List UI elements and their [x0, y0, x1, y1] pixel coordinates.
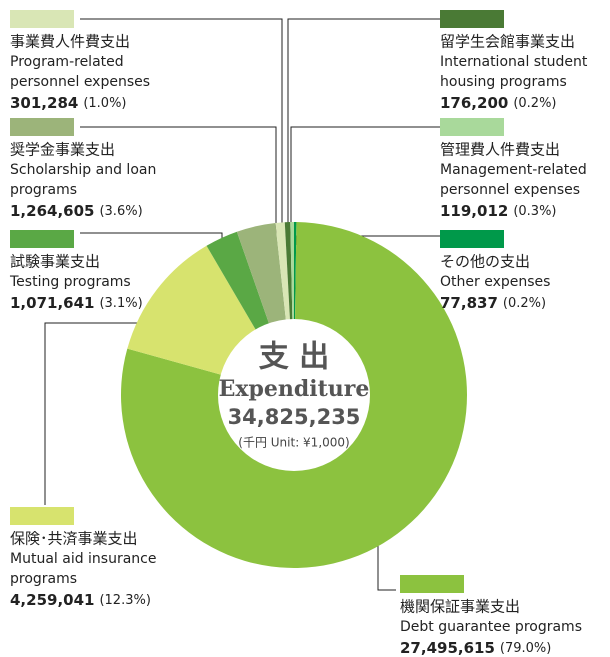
- leader-line: [290, 126, 440, 230]
- center-title-ja: 支 出: [259, 340, 329, 375]
- legend-swatch: [10, 507, 74, 525]
- legend-value: 301,284 (1.0%): [10, 94, 127, 112]
- legend-swatch: [400, 575, 464, 593]
- value-label: 119,012: [440, 202, 508, 220]
- legend-swatch: [10, 10, 74, 28]
- value-label: 301,284: [10, 94, 78, 112]
- percent-label: (1.0%): [83, 96, 126, 111]
- legend-label-ja: その他の支出: [440, 253, 530, 271]
- percent-label: (3.1%): [99, 296, 142, 311]
- legend-label-en: programs: [10, 182, 77, 198]
- leader-line: [80, 18, 283, 232]
- legend-label-en: Program-related: [10, 54, 124, 70]
- percent-label: (79.0%): [500, 641, 551, 656]
- percent-label: (0.2%): [513, 96, 556, 111]
- legend-value: 1,071,641 (3.1%): [10, 294, 143, 312]
- legend-label-ja: 試験事業支出: [10, 253, 100, 271]
- center-total: 34,825,235: [228, 405, 361, 429]
- legend-value: 176,200 (0.2%): [440, 94, 557, 112]
- legend-label-en: programs: [10, 571, 77, 587]
- percent-label: (0.2%): [503, 296, 546, 311]
- leader-line: [80, 126, 277, 236]
- value-label: 176,200: [440, 94, 508, 112]
- legend-label-ja: 保険･共済事業支出: [10, 530, 138, 548]
- legend-value: 1,264,605 (3.6%): [10, 202, 143, 220]
- legend-label-ja: 奨学金事業支出: [10, 141, 115, 159]
- donut-hole: [218, 319, 370, 471]
- legend-swatch: [10, 118, 74, 136]
- center-title-en: Expenditure: [219, 376, 370, 402]
- leader-lines: [44, 18, 440, 591]
- legend-label-ja: 管理費人件費支出: [440, 141, 560, 159]
- value-label: 77,837: [440, 294, 498, 312]
- legend-label-ja: 機関保証事業支出: [400, 598, 520, 616]
- legend-label-en: Mutual aid insurance: [10, 551, 157, 567]
- legend-label-en: personnel expenses: [10, 74, 150, 90]
- percent-label: (12.3%): [99, 593, 150, 608]
- leader-line: [287, 18, 440, 230]
- percent-label: (0.3%): [513, 204, 556, 219]
- value-label: 1,071,641: [10, 294, 94, 312]
- legend-label-ja: 留学生会館事業支出: [440, 33, 575, 51]
- legend-value: 27,495,615 (79.0%): [400, 639, 551, 657]
- legend-label-ja: 事業費人件費支出: [10, 33, 130, 51]
- legend-value: 119,012 (0.3%): [440, 202, 557, 220]
- legend-swatch: [440, 118, 504, 136]
- center-unit: (千円 Unit: ¥1,000): [238, 436, 349, 450]
- leader-line: [80, 232, 223, 250]
- legend-label-en: personnel expenses: [440, 182, 580, 198]
- legend-label-en: housing programs: [440, 74, 567, 90]
- leader-line: [44, 322, 160, 505]
- value-label: 4,259,041: [10, 591, 94, 609]
- legend-value: 77,837 (0.2%): [440, 294, 546, 312]
- legend-label-en: Debt guarantee programs: [400, 619, 582, 635]
- legend-swatch: [440, 230, 504, 248]
- legend-value: 4,259,041 (12.3%): [10, 591, 151, 609]
- legend-label-en: Testing programs: [9, 274, 131, 290]
- legend-swatch: [440, 10, 504, 28]
- legend-label-en: Other expenses: [440, 274, 550, 290]
- legend-swatch: [10, 230, 74, 248]
- leader-line: [377, 540, 396, 591]
- value-label: 1,264,605: [10, 202, 94, 220]
- legend-label-en: Management-related: [440, 162, 587, 178]
- legend-label-en: Scholarship and loan: [10, 162, 156, 178]
- legend-label-en: International student: [440, 54, 588, 70]
- percent-label: (3.6%): [99, 204, 142, 219]
- value-label: 27,495,615: [400, 639, 495, 657]
